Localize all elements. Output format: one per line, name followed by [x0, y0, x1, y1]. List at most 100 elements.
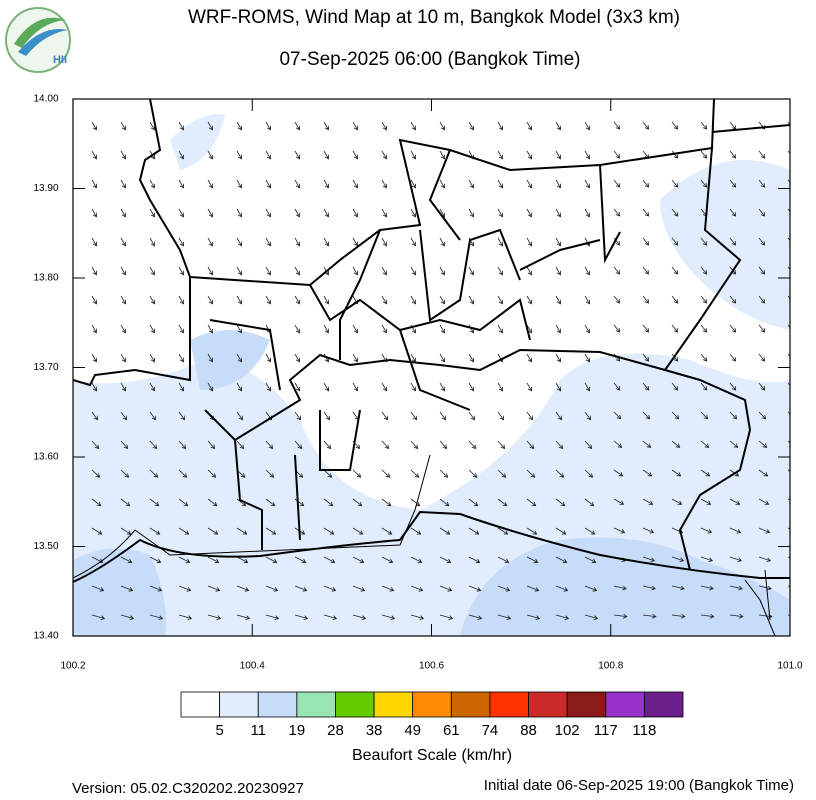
wind-arrow [671, 469, 682, 477]
wind-arrow [642, 498, 654, 505]
wind-arrow [700, 556, 714, 563]
wind-arrow [91, 353, 97, 363]
wind-arrow [758, 266, 766, 275]
y-tick-label: 13.70 [33, 362, 58, 373]
wind-arrow [236, 440, 245, 450]
wind-arrow [526, 527, 538, 535]
wind-arrow [526, 556, 539, 564]
wind-arrow [149, 556, 162, 564]
wind-arrow [555, 382, 562, 392]
wind-arrow [613, 295, 621, 304]
wind-arrow [149, 440, 158, 450]
district-boundary [234, 409, 361, 550]
wind-arrow [555, 353, 561, 363]
wind-arrow [526, 295, 532, 305]
wind-arrow [410, 266, 416, 276]
wind-arrow [178, 353, 184, 363]
y-tick-label: 13.80 [33, 273, 58, 284]
wind-arrow [700, 440, 710, 448]
colorbar-box [180, 691, 221, 718]
wind-arrow [207, 527, 219, 535]
colorbar-box [605, 691, 645, 718]
wind-arrow [729, 411, 738, 420]
map-area [73, 99, 790, 636]
wind-arrow [91, 266, 97, 276]
wind-arrow [468, 208, 474, 218]
wind-arrow [497, 498, 508, 507]
wind-arrow [323, 324, 329, 334]
wind-arrow [178, 237, 184, 247]
wind-arrow [468, 382, 475, 392]
wind-arrow [468, 121, 474, 131]
wind-arrow [149, 295, 155, 305]
wind-arrow [207, 150, 213, 160]
wind-arrow [700, 613, 715, 619]
wind-arrow [294, 237, 300, 247]
wind-arrow [439, 498, 450, 507]
wind-arrow [265, 440, 274, 450]
logo-wave [18, 28, 68, 56]
wind-arrow [671, 440, 681, 448]
wind-arrow [236, 614, 251, 620]
wind-arrow [410, 411, 418, 421]
coastline-detail [73, 454, 431, 579]
wind-arrow [323, 614, 338, 620]
wind-arrow [91, 237, 97, 247]
wind-arrow [700, 498, 712, 505]
wind-arrow [120, 150, 126, 160]
wind-arrow [642, 295, 650, 304]
wind-arrow [120, 295, 126, 305]
wind-arrow [613, 150, 621, 159]
wind-arrow [700, 527, 713, 534]
wind-arrow [642, 208, 650, 217]
wind-arrow [410, 179, 416, 189]
x-tick-label: 100.2 [60, 661, 85, 672]
wind-arrow [584, 527, 596, 535]
wind-arrow [207, 469, 217, 478]
wind-arrow [497, 614, 512, 620]
wind-arrow [758, 179, 766, 188]
wind-arrow [439, 237, 445, 247]
wind-arrow [700, 585, 714, 591]
wind-arrow [265, 556, 278, 564]
wind-arrow [758, 353, 766, 362]
wind-arrow [120, 324, 126, 334]
wind-arrow [439, 440, 448, 450]
wind-arrow [439, 556, 452, 564]
wind-arrow [642, 411, 651, 420]
wind-arrow [410, 295, 416, 305]
boundaries [73, 99, 790, 636]
wind-arrow [439, 527, 451, 535]
wind-arrow [729, 556, 743, 563]
wind-arrow [236, 266, 242, 276]
wind-arrow [613, 411, 622, 420]
wind-arrow [526, 121, 532, 131]
wind-arrow [178, 527, 190, 535]
wind-arrow [91, 208, 97, 218]
wind-arrow [497, 411, 505, 421]
wind-arrow [642, 527, 655, 534]
wind-arrow [787, 411, 790, 415]
wind-arrow [526, 150, 532, 160]
wind-arrow [439, 150, 445, 160]
wind-arrow [700, 150, 708, 159]
wind-arrow [555, 614, 570, 620]
wind-arrow [236, 353, 242, 363]
wind-arrow [758, 382, 766, 391]
wind-arrow [91, 324, 97, 334]
wind-arrow [468, 266, 474, 276]
wind-arrow [642, 440, 652, 448]
wind-arrow [294, 382, 301, 392]
wind-arrow [381, 585, 395, 592]
wind-arrow [468, 614, 483, 620]
wind-arrow [729, 150, 737, 159]
wind-arrow [381, 324, 387, 334]
wind-arrow [352, 469, 362, 478]
wind-arrow [468, 585, 482, 592]
colorbar-box [335, 691, 375, 718]
wind-arrow [584, 208, 590, 218]
wind-arrow [787, 266, 790, 274]
wind-arrow [526, 179, 532, 189]
wind-arrow [439, 585, 453, 592]
